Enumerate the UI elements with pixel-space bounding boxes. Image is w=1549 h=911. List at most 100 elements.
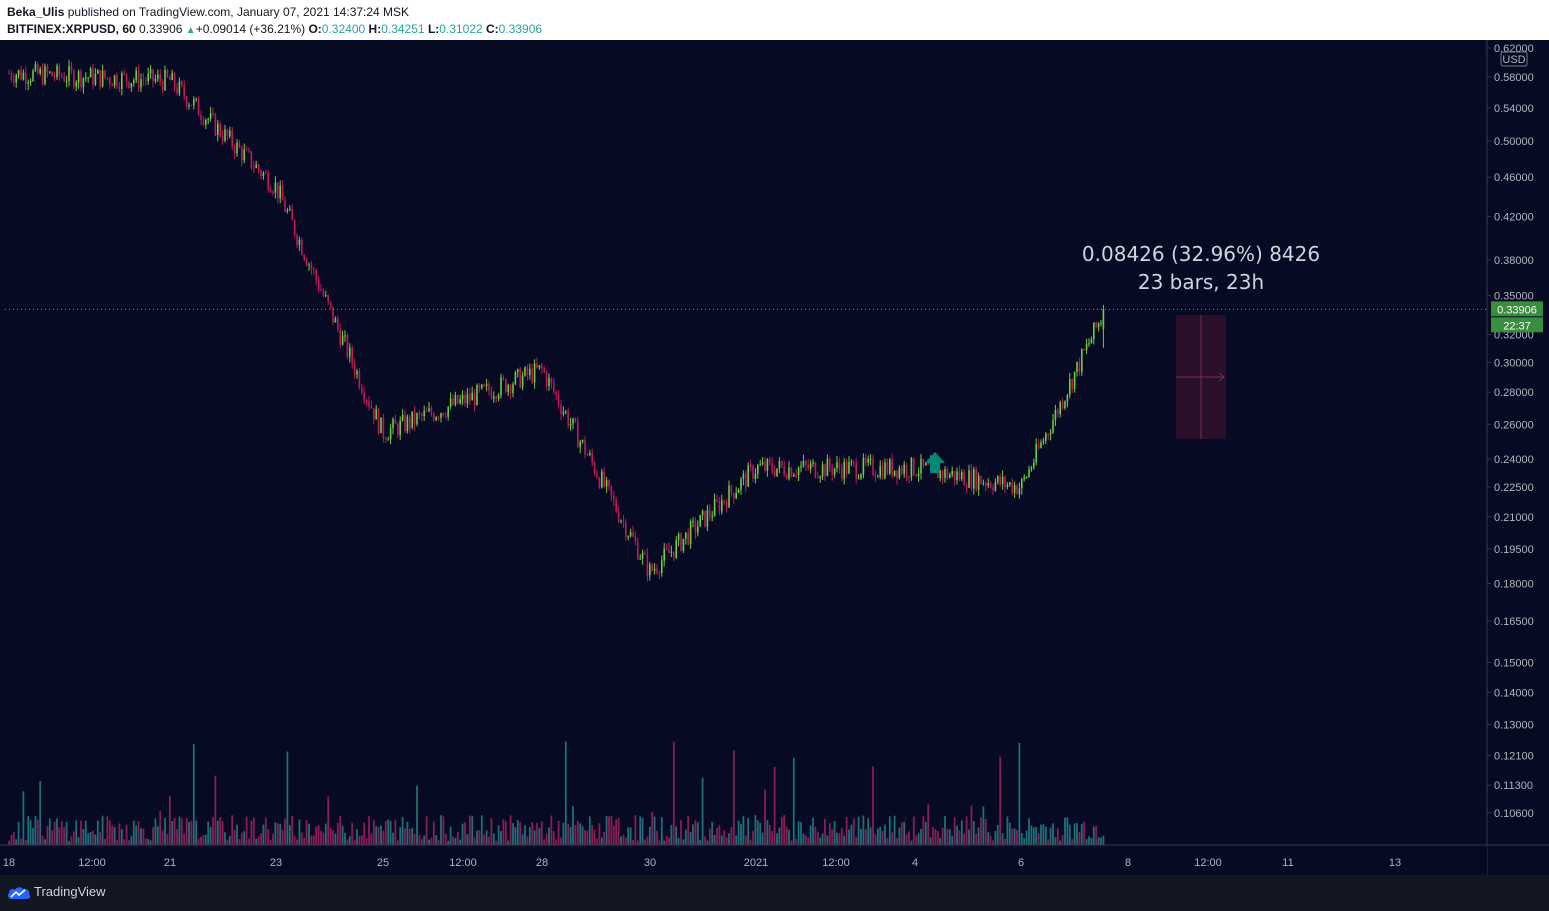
candle-body xyxy=(130,83,133,88)
volume-bar xyxy=(1095,825,1098,845)
volume-bar xyxy=(970,805,973,845)
candle-body xyxy=(404,414,406,432)
candle-body xyxy=(517,369,519,373)
candle-body xyxy=(812,462,814,464)
volume-bar xyxy=(387,819,390,845)
volume-bar xyxy=(1054,837,1057,845)
volume-bar xyxy=(761,832,764,845)
tradingview-brand[interactable]: TradingView xyxy=(34,884,106,899)
candle-body xyxy=(149,69,152,74)
volume-bar xyxy=(855,836,858,845)
candle-body xyxy=(44,66,46,84)
candle-body xyxy=(1095,322,1097,328)
candle-body xyxy=(1083,349,1085,351)
candle-body xyxy=(603,471,605,487)
candle-body xyxy=(229,130,231,137)
volume-bar xyxy=(130,835,133,845)
volume-bar xyxy=(615,819,618,845)
candle-body xyxy=(272,192,274,194)
volume-bar xyxy=(147,839,150,845)
measure-tool[interactable]: 0.08426 (32.96%) 8426 23 bars, 23h xyxy=(1082,242,1320,439)
candle-body xyxy=(435,417,437,421)
chart-header: Beka_Ulis published on TradingView.com, … xyxy=(0,0,1549,40)
volume-bar xyxy=(48,818,51,845)
time-axis[interactable] xyxy=(0,846,1487,875)
volume-bar xyxy=(70,836,73,845)
volume-bar xyxy=(809,825,812,845)
volume-bar xyxy=(1097,837,1100,845)
candle-body xyxy=(557,394,560,406)
time-axis-labels: 18 12:00 21 23 25 12:00 28 30 2021 12:00 4 6 8 12:00 1… xyxy=(3,857,1401,869)
candle-body xyxy=(265,172,267,174)
volume-bar xyxy=(44,839,46,845)
volume-bar xyxy=(768,825,771,845)
candle-body xyxy=(1006,484,1009,487)
volume-bar xyxy=(192,743,195,845)
volume-bar xyxy=(574,824,577,845)
price-tag-label: 0.33906 xyxy=(1497,304,1537,316)
candle-body xyxy=(32,70,34,81)
currency-badge[interactable]: USD xyxy=(1500,51,1528,67)
candle-body xyxy=(867,458,869,463)
countdown-label: 22:37 xyxy=(1503,320,1531,332)
candle-body xyxy=(987,482,989,486)
volume-bar xyxy=(34,816,37,845)
arrow-up-marker[interactable] xyxy=(925,452,945,473)
candle-body xyxy=(963,472,965,486)
volume-bar xyxy=(46,826,49,845)
candle-body xyxy=(411,411,413,428)
price-label: 0.50000 xyxy=(1494,136,1534,148)
candle-body xyxy=(814,462,817,478)
volume-bar xyxy=(725,837,728,845)
candle-body xyxy=(195,98,197,100)
candle-body xyxy=(1025,476,1028,478)
price-label: 0.24000 xyxy=(1494,454,1534,466)
candle-body xyxy=(793,474,795,477)
price-chart[interactable]: 0.08426 (32.96%) 8426 23 bars, 23h 0.620… xyxy=(0,40,1549,875)
volume-bar xyxy=(867,818,870,845)
candle-body xyxy=(41,68,44,84)
volume-bar xyxy=(1032,827,1035,845)
candle-body xyxy=(908,476,910,478)
candle-body xyxy=(233,146,236,154)
tradingview-cloud-icon[interactable] xyxy=(6,885,32,901)
volume-bar xyxy=(1102,835,1105,845)
volume-bar xyxy=(370,833,373,845)
price-axis[interactable] xyxy=(1487,40,1549,845)
volume-bar xyxy=(1008,822,1011,845)
arrow-up-icon[interactable] xyxy=(925,452,945,473)
candle-body xyxy=(284,200,286,212)
high-value: 0.34251 xyxy=(381,22,425,36)
volume-bar xyxy=(478,830,481,845)
candle-body xyxy=(1066,394,1069,402)
volume-bar xyxy=(737,820,740,845)
candle-body xyxy=(332,306,334,323)
volume-bar xyxy=(111,825,114,845)
candle-body xyxy=(797,467,800,475)
symbol-label: BITFINEX:XRPUSD, 60 xyxy=(7,22,136,36)
volume-bar xyxy=(1080,823,1083,845)
volume-bar xyxy=(1078,831,1081,845)
candle-body xyxy=(1030,467,1033,470)
price-label: 0.46000 xyxy=(1494,172,1534,184)
candle-body xyxy=(553,383,555,392)
volume-bar xyxy=(675,826,678,845)
candlesticks xyxy=(8,59,1105,582)
volume-bar xyxy=(1059,840,1062,845)
volume-bar xyxy=(164,817,166,845)
candle-body xyxy=(920,458,922,474)
volume-bar xyxy=(656,830,658,845)
volume-bar xyxy=(77,837,80,845)
volume-bar xyxy=(742,815,745,845)
volume-bar xyxy=(401,817,404,845)
candle-body xyxy=(377,409,380,434)
candle-body xyxy=(905,465,908,477)
volume-bar xyxy=(63,827,66,845)
author-name[interactable]: Beka_Ulis xyxy=(7,5,65,19)
candle-body xyxy=(531,368,533,383)
volume-bar xyxy=(711,822,714,845)
volume-bar xyxy=(461,823,464,845)
candle-body xyxy=(75,82,77,87)
candle-body xyxy=(224,129,226,141)
candle-body xyxy=(123,73,125,75)
